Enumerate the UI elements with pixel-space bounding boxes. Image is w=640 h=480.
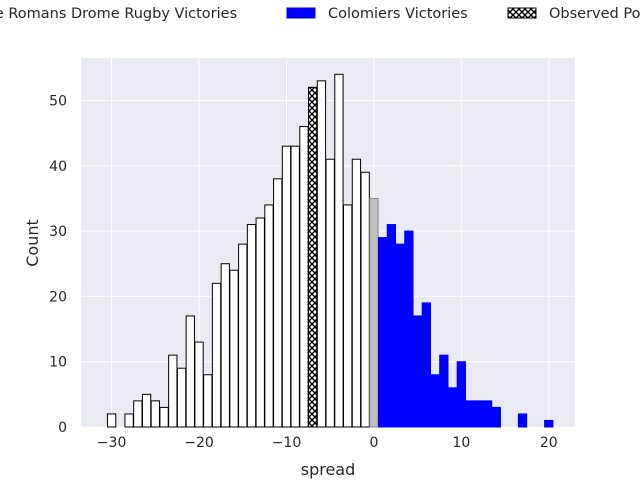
x-tick-label: −30 — [97, 435, 127, 451]
histogram-bar — [517, 413, 528, 428]
histogram-bar — [334, 73, 344, 428]
histogram-bar — [133, 400, 143, 428]
histogram-bar — [246, 224, 257, 428]
histogram-bar — [290, 145, 300, 428]
histogram-bar — [482, 400, 493, 428]
y-tick-label: 40 — [49, 159, 67, 175]
legend-swatch-colomiers — [286, 7, 316, 19]
histogram-bar — [395, 243, 405, 428]
histogram-bar — [141, 393, 152, 428]
x-tick-label: 10 — [452, 435, 470, 451]
x-tick-label: 20 — [540, 435, 558, 451]
histogram-bar — [421, 302, 432, 428]
histogram-bar — [412, 315, 423, 428]
histogram-bar — [474, 400, 484, 428]
legend-label-observed: Observed Point Spread — [549, 6, 640, 22]
histogram-bar — [194, 341, 204, 428]
histogram-bar — [106, 413, 117, 428]
histogram-bar — [456, 361, 466, 428]
histogram-bar — [211, 282, 222, 428]
histogram-bar — [185, 315, 195, 428]
histogram-bar — [238, 243, 248, 428]
legend-swatch-observed — [507, 7, 537, 19]
histogram-bar — [377, 237, 388, 428]
histogram-bar — [159, 406, 169, 428]
legend-label-valence: Valence Romans Drome Rugby Victories — [0, 6, 237, 22]
y-axis-label: Count — [23, 219, 42, 267]
legend: Valence Romans Drome Rugby Victories Col… — [0, 6, 640, 22]
y-tick-label: 30 — [49, 224, 67, 240]
histogram-bar — [273, 178, 283, 428]
histogram-bar — [255, 217, 265, 428]
histogram-bar — [491, 406, 501, 428]
y-axis-ticks: 0 10 20 30 40 50 — [49, 93, 67, 436]
histogram-bar — [150, 400, 160, 428]
histogram-bar — [439, 354, 449, 428]
histogram-bar — [168, 354, 178, 428]
histogram-bar — [386, 224, 397, 428]
histogram-bar — [264, 204, 274, 428]
histogram-bar — [220, 263, 230, 428]
x-tick-label: 0 — [369, 435, 378, 451]
histogram-bar — [404, 230, 414, 428]
histogram-bar — [544, 419, 554, 428]
x-axis-label: spread — [301, 460, 356, 479]
y-tick-label: 0 — [58, 420, 67, 436]
histogram-bar — [316, 80, 327, 428]
histogram-bar — [281, 145, 292, 428]
histogram-bar — [465, 400, 475, 428]
histogram-bar — [176, 367, 187, 428]
x-tick-label: −10 — [272, 435, 302, 451]
histogram-bar — [369, 197, 379, 428]
histogram-bar — [229, 269, 239, 428]
histogram-bar — [351, 158, 362, 428]
y-tick-label: 10 — [49, 355, 67, 371]
x-axis-ticks: −30 −20 −10 0 10 20 — [97, 435, 558, 451]
observed-spread-bar — [308, 86, 318, 428]
histogram-bar — [447, 387, 458, 428]
histogram-bar — [360, 171, 370, 428]
histogram-bar — [299, 126, 309, 428]
histogram-bar — [430, 374, 440, 428]
histogram-bar — [203, 374, 213, 428]
x-tick-label: −20 — [184, 435, 214, 451]
legend-label-colomiers: Colomiers Victories — [328, 6, 468, 22]
y-tick-label: 20 — [49, 289, 67, 305]
histogram-bar — [325, 158, 335, 428]
histogram-bar — [343, 204, 353, 428]
y-tick-label: 50 — [49, 93, 67, 109]
bars — [106, 73, 554, 428]
histogram-bar — [124, 413, 134, 428]
